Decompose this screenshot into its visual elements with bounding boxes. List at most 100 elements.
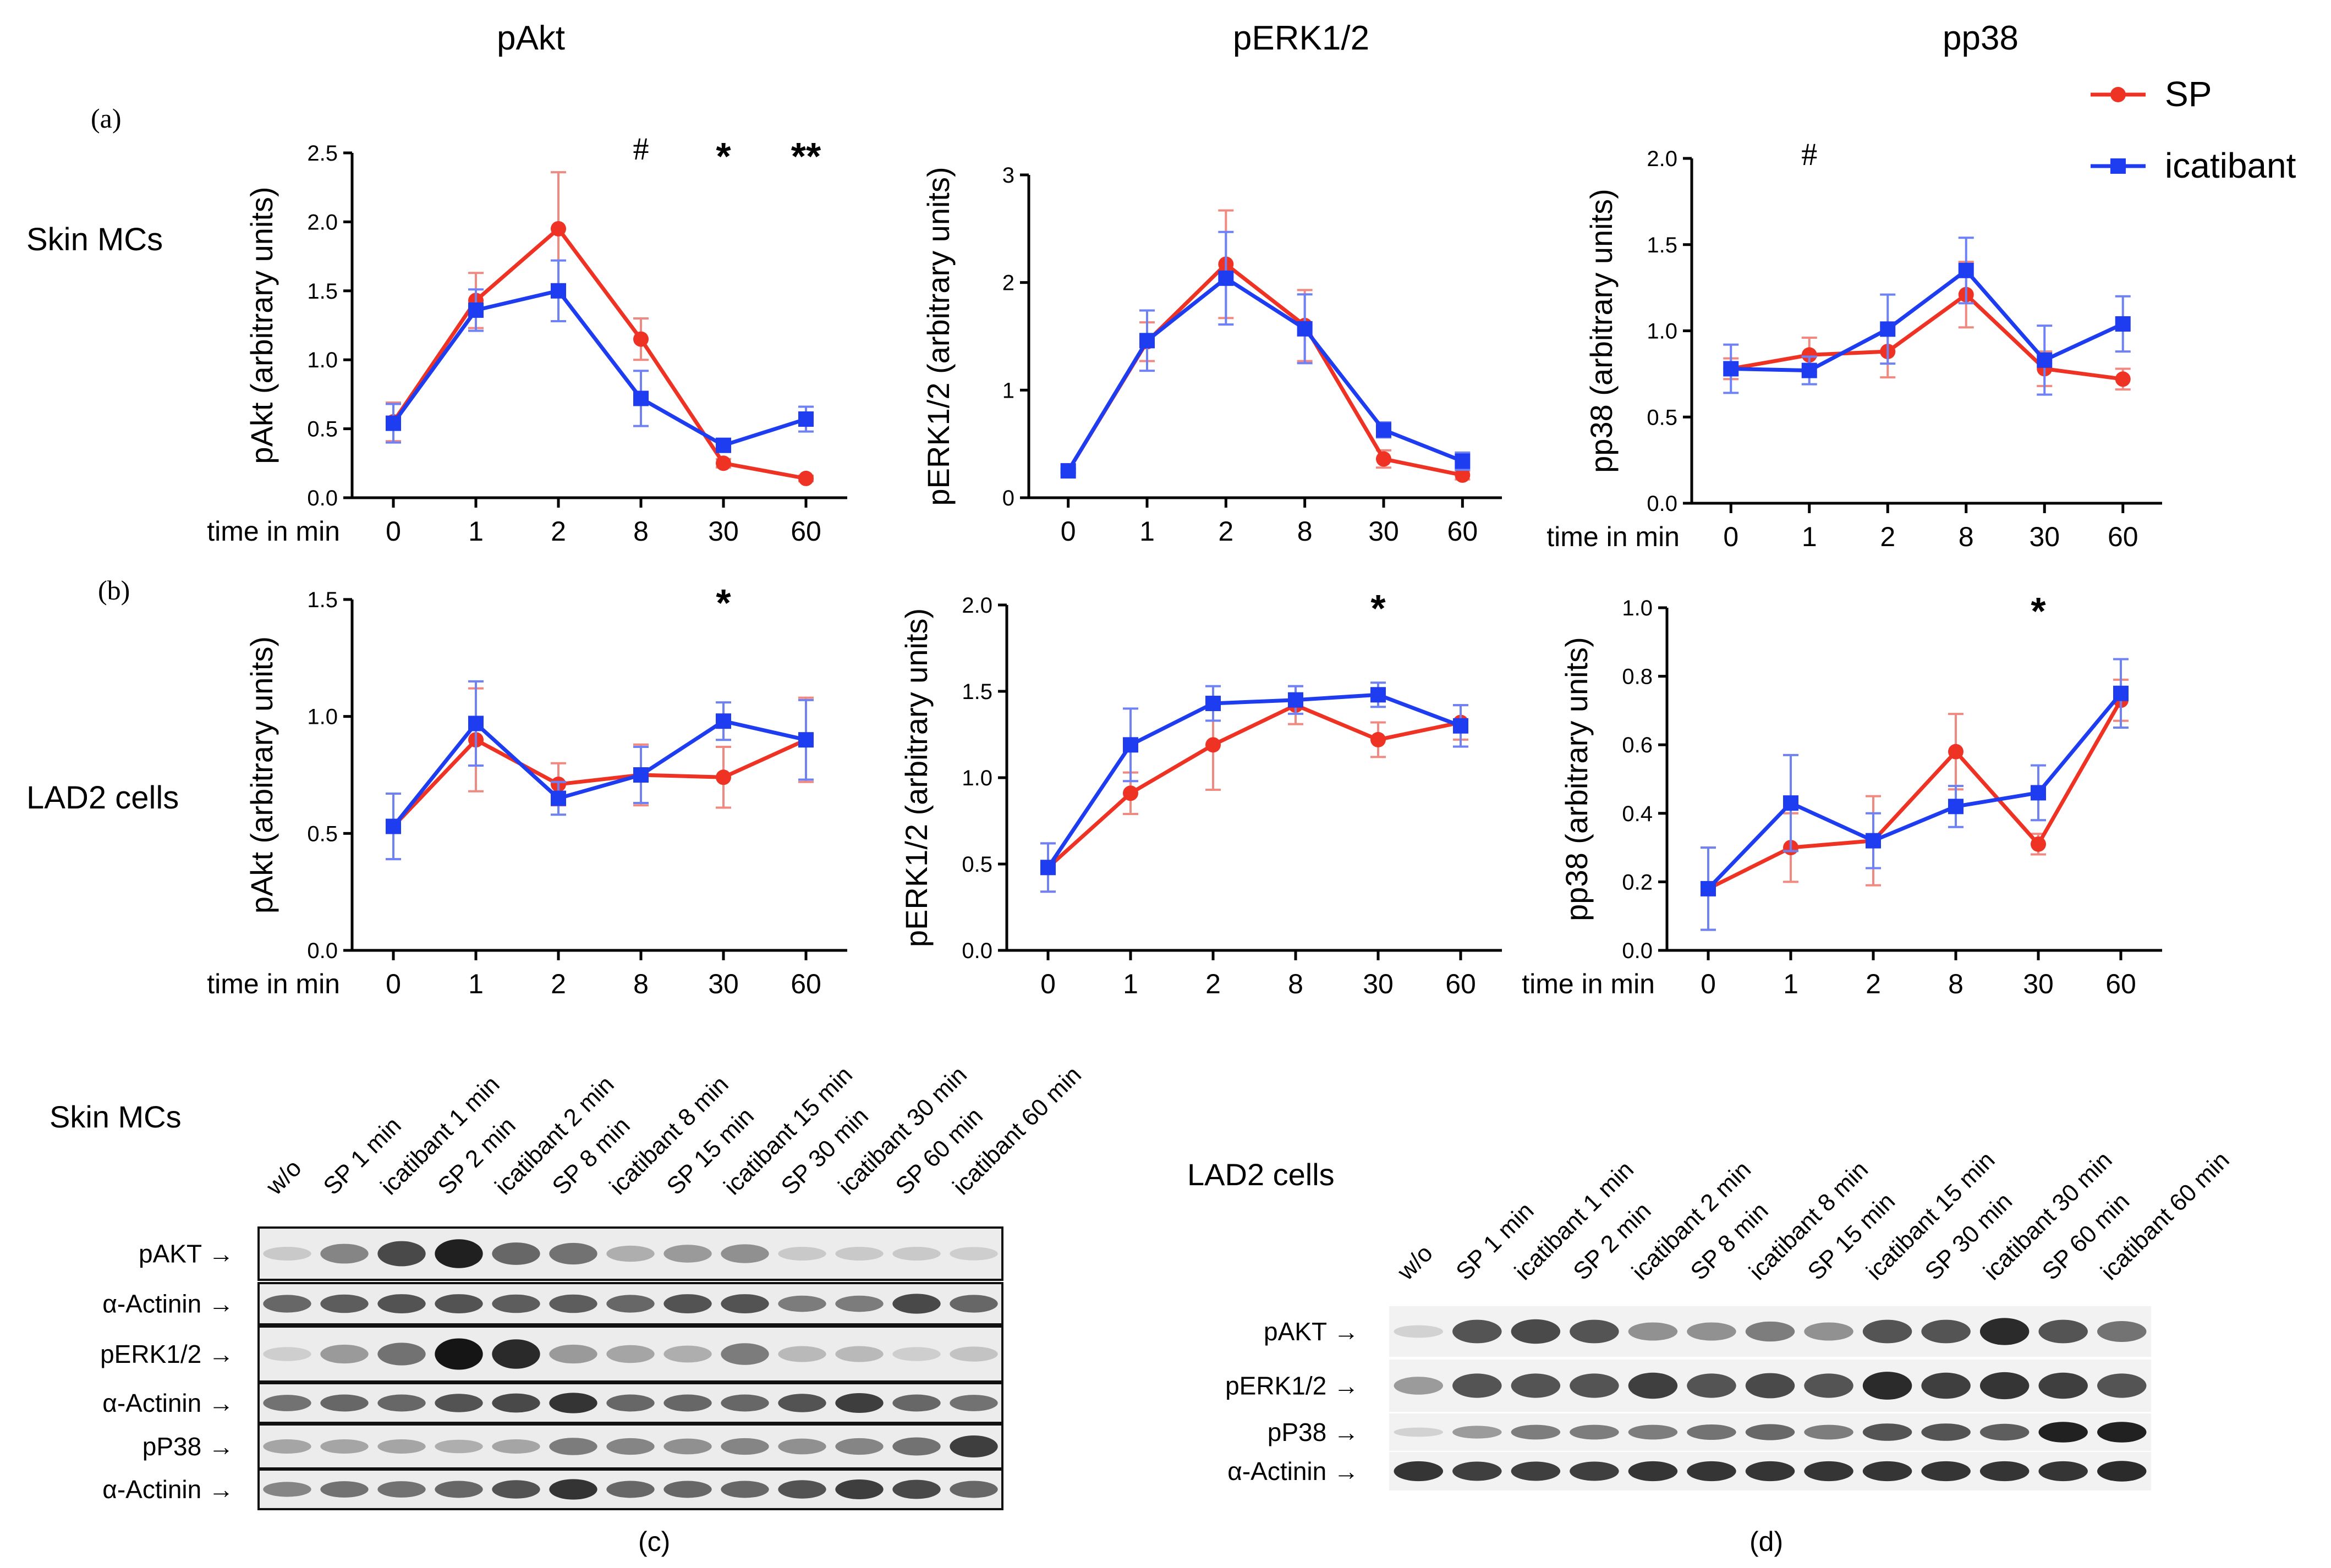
x-tick-label: 0 — [1723, 521, 1738, 552]
blot-band — [1628, 1424, 1678, 1440]
blot-band — [549, 1479, 597, 1500]
blot-band — [606, 1245, 655, 1262]
blot-band — [492, 1439, 540, 1454]
y-tick-label: 0.0 — [307, 486, 338, 510]
x-tick-label: 1 — [1802, 521, 1817, 552]
x-tick-label: 2 — [551, 516, 566, 547]
data-point-icatibant — [2031, 785, 2046, 801]
blot-band — [435, 1294, 483, 1313]
blot-band — [663, 1294, 712, 1313]
blot-band — [435, 1481, 483, 1498]
blot-band — [950, 1247, 998, 1261]
series-icatibant — [1040, 681, 1468, 893]
blot-row-label: α-Actinin → — [1227, 1457, 1359, 1486]
blot-band — [1804, 1461, 1853, 1482]
series-line-sp — [1707, 699, 2123, 890]
header-perk: pERK1/2 — [1233, 19, 1369, 57]
blot-band — [835, 1247, 884, 1261]
blot-band — [1394, 1377, 1444, 1395]
blot-band — [320, 1344, 369, 1364]
panel-label-d: (d) — [1749, 1526, 1783, 1557]
blot-band — [606, 1481, 655, 1498]
blot-row-label: pAKT → — [1264, 1317, 1359, 1346]
blot-band — [778, 1394, 826, 1412]
y-tick-label: 1 — [1002, 378, 1014, 403]
data-point-icatibant — [716, 713, 731, 729]
blot-band — [320, 1481, 369, 1498]
chart-b-pp38: 0.0 0.2 0.4 0.6 0.8 1.0 0 1 2 8 30 60 time in min pp3… — [1522, 590, 2162, 999]
blot-row-label: α-Actinin → — [102, 1290, 234, 1318]
blot-band — [549, 1393, 597, 1413]
blot-band — [263, 1395, 311, 1411]
blot-band — [1979, 1461, 2030, 1482]
y-tick-label: 0.6 — [1622, 733, 1653, 757]
blot-band — [721, 1294, 769, 1313]
blot-band — [320, 1439, 369, 1454]
x-tick-label: 30 — [708, 516, 739, 547]
blot-band — [2038, 1422, 2088, 1443]
data-point-icatibant — [1139, 333, 1155, 349]
significance-annotation: # — [1801, 136, 1817, 172]
blot-strip — [1389, 1360, 2151, 1412]
blot-strip — [1389, 1452, 2151, 1490]
data-point-icatibant — [468, 716, 484, 731]
blot-band — [435, 1439, 483, 1454]
blot-band — [1862, 1319, 1912, 1344]
x-tick-label: 60 — [2105, 969, 2136, 999]
data-point-sp — [716, 455, 731, 471]
blot-band — [549, 1242, 597, 1265]
blot-band — [1452, 1373, 1502, 1398]
significance-annotation: * — [716, 135, 731, 178]
data-point-icatibant — [1866, 833, 1881, 849]
y-tick-label: 0.0 — [1647, 492, 1677, 516]
blot-band — [2038, 1372, 2088, 1399]
y-tick-label: 0.5 — [1647, 405, 1677, 430]
significance-annotation: * — [1370, 587, 1386, 630]
blot-band — [663, 1394, 712, 1412]
x-tick-label: 2 — [1880, 521, 1895, 552]
panel-label-c: (c) — [638, 1526, 670, 1557]
blot-band — [1628, 1322, 1678, 1341]
blot-band — [892, 1394, 941, 1412]
chart-a-pakt: 0.0 0.5 1.0 1.5 2.0 2.5 0 1 2 8 30 60 time in min pAk… — [207, 131, 847, 547]
blot-band — [435, 1394, 483, 1412]
series-icatibant — [1723, 236, 2131, 396]
data-point-icatibant — [1453, 718, 1468, 734]
series-line-icatibant — [1707, 692, 2122, 890]
blot-band — [1452, 1461, 1502, 1481]
blot-band — [1394, 1325, 1444, 1338]
blot-band — [606, 1345, 655, 1363]
blot-band — [320, 1394, 369, 1412]
blot-band — [778, 1295, 826, 1312]
data-point-icatibant — [2113, 685, 2129, 701]
blot-band — [778, 1438, 826, 1455]
blot-band — [950, 1295, 998, 1313]
blot-band — [549, 1438, 597, 1455]
data-point-sp — [1376, 451, 1391, 467]
x-tick-label: 60 — [1445, 969, 1476, 999]
x-tick-label: 2 — [551, 969, 566, 999]
y-tick-label: 3 — [1002, 163, 1014, 188]
data-point-icatibant — [1723, 361, 1739, 377]
blot-band — [892, 1479, 941, 1499]
y-tick-label: 1.5 — [307, 279, 338, 304]
data-point-sp — [798, 470, 814, 486]
blot-band — [435, 1338, 483, 1370]
blot-band — [263, 1439, 311, 1454]
blot-band — [1745, 1461, 1795, 1482]
blot-band — [950, 1346, 998, 1362]
x-axis-title: time in min — [207, 516, 340, 547]
blot-strip — [257, 1382, 1003, 1424]
x-tick-label: 0 — [386, 516, 401, 547]
blot-band — [263, 1295, 311, 1313]
y-tick-label: 1.5 — [307, 588, 338, 612]
data-point-icatibant — [1123, 737, 1138, 753]
data-point-icatibant — [1040, 860, 1056, 876]
y-tick-label: 2.0 — [307, 210, 338, 234]
blot-band — [435, 1239, 483, 1268]
blot-band — [950, 1395, 998, 1411]
data-point-sp — [716, 769, 731, 785]
series-line-sp — [1730, 293, 2124, 381]
